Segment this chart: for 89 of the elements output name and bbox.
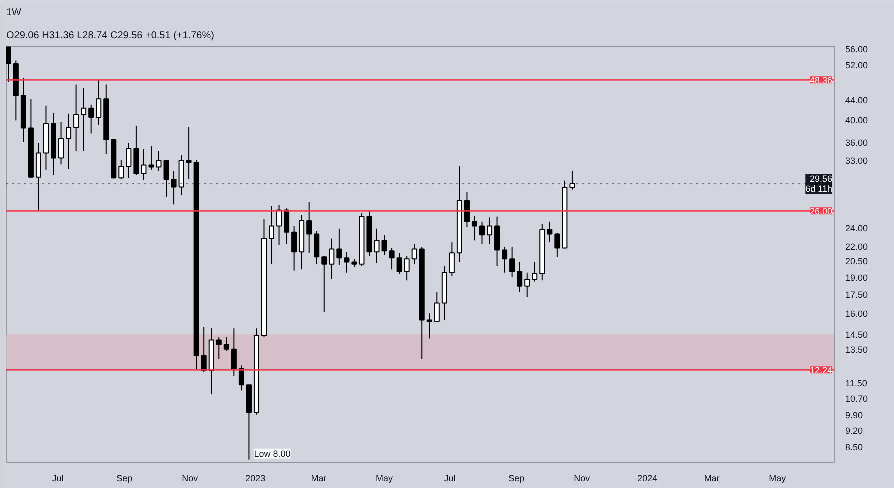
candlestick (118, 160, 124, 180)
candlestick (464, 192, 470, 228)
candlestick (479, 221, 486, 245)
candlestick (570, 171, 576, 190)
ref-line-label: 48.36 (810, 76, 833, 86)
y-tick-label: 14.50 (846, 330, 868, 340)
y-tick-label: 40.00 (846, 116, 868, 126)
candlestick (517, 262, 523, 293)
y-tick-label: 22.00 (846, 242, 868, 252)
candlestick (6, 46, 12, 83)
x-tick-label: Jul (52, 474, 64, 484)
candlestick (284, 208, 290, 245)
candlestick (186, 126, 192, 180)
x-tick-label: Sep (508, 474, 525, 484)
candlestick (374, 228, 380, 264)
candlestick (292, 226, 298, 272)
y-tick-label: 13.50 (846, 344, 868, 355)
candlestick (449, 242, 455, 277)
candlestick (201, 326, 207, 374)
candlestick (389, 248, 395, 270)
chart-subtitle: O29.06 H31.36 L28.74 C29.56 +0.51 (+1.76%) (6, 30, 214, 42)
y-tick-label: 56.00 (846, 44, 868, 55)
candlestick (58, 122, 64, 166)
candlestick (554, 232, 560, 258)
candlestick (74, 84, 80, 152)
y-tick-label: 33.00 (846, 156, 868, 166)
candlestick (344, 252, 350, 274)
x-tick-label: 2023 (246, 474, 266, 484)
candlestick (231, 328, 237, 377)
y-tick-label: 11.50 (846, 378, 868, 389)
y-tick-label: 36.00 (846, 138, 868, 148)
annotation: Low 8.00 (254, 448, 291, 459)
ref-line-label: 29.56 6d 11h (806, 174, 833, 194)
chart-title: 1W (6, 8, 22, 18)
candlestick (171, 170, 177, 206)
candlestick (510, 246, 516, 278)
candlestick (426, 313, 432, 340)
candlestick (472, 215, 478, 242)
candlestick (81, 88, 87, 152)
x-tick-label: May (769, 474, 787, 484)
candlestick (322, 256, 328, 313)
candlestick (547, 221, 553, 244)
candlestick (382, 234, 388, 256)
y-tick-label: 16.00 (846, 309, 868, 320)
candlestick (156, 150, 162, 172)
candlestick (336, 228, 342, 266)
x-tick-label: Sep (116, 474, 133, 484)
y-tick-label: 52.00 (846, 60, 868, 70)
x-tick-label: Jul (444, 474, 456, 484)
x-tick-label: Nov (182, 474, 199, 484)
y-tick-label: 44.00 (846, 96, 868, 106)
candlestick (126, 142, 132, 179)
candlestick (487, 217, 493, 245)
candlestick (524, 272, 530, 298)
x-tick-label: May (376, 474, 394, 484)
y-tick-label: 24.00 (846, 223, 868, 234)
y-tick-label: 17.50 (846, 290, 868, 300)
candlestick (164, 160, 170, 198)
candlestick (141, 149, 147, 181)
candlestick (96, 79, 102, 126)
candlestick (494, 216, 500, 267)
candlestick (306, 202, 312, 254)
candlestick (532, 262, 538, 282)
candlestick (329, 238, 335, 280)
y-tick-label: 8.50 (846, 442, 864, 453)
x-tick-label: Mar (704, 474, 720, 484)
candlestick (238, 365, 244, 392)
ref-line-label: 12.24 (810, 366, 833, 376)
candlestick (66, 113, 72, 170)
y-tick-label: 20.50 (846, 256, 868, 267)
y-tick-label: 9.90 (846, 410, 864, 420)
candlestick (434, 292, 440, 322)
x-tick-label: Mar (311, 474, 327, 484)
x-tick-label: Nov (574, 474, 591, 484)
candlestick (148, 146, 154, 170)
ref-line-label: 26.00 (810, 206, 833, 217)
y-tick-label: 9.20 (846, 426, 864, 436)
y-tick-label: 19.00 (846, 272, 868, 283)
candlestick (502, 246, 508, 274)
x-tick-label: 2024 (638, 474, 658, 484)
candlestick (88, 104, 94, 134)
candlestick (412, 244, 418, 265)
y-tick-label: 10.70 (846, 394, 868, 404)
candlestick (396, 252, 402, 274)
candlestick (224, 336, 230, 352)
candlestick (269, 206, 275, 265)
candlestick (216, 336, 222, 360)
candlestick (314, 231, 320, 265)
candlestick (404, 256, 410, 282)
